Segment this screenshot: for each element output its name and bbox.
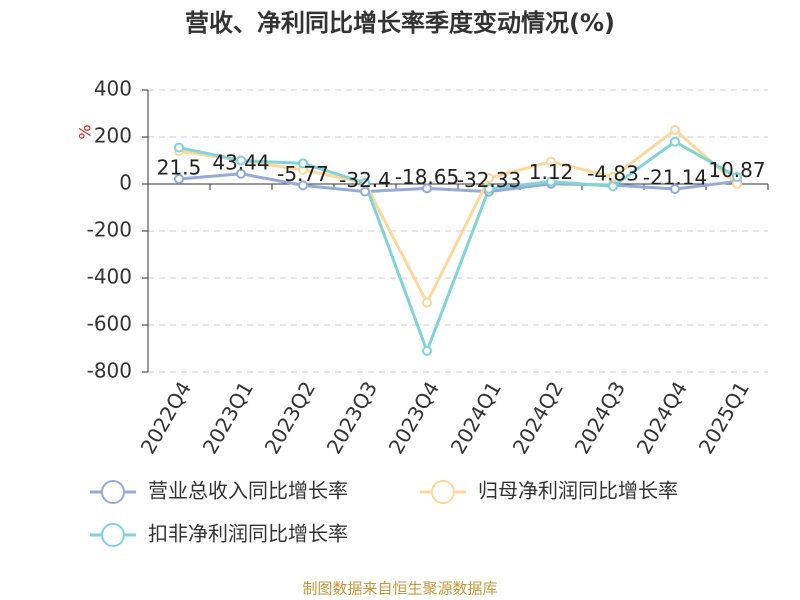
legend-label: 归母净利润同比增长率 xyxy=(478,479,678,503)
series-line xyxy=(178,139,738,356)
x-tick-label: 2023Q2 xyxy=(260,377,320,458)
data-point xyxy=(174,173,184,184)
data-label: 43.44 xyxy=(212,150,269,174)
data-label: 10.87 xyxy=(708,158,765,182)
data-label: -32.4 xyxy=(339,168,391,192)
y-tick-label: 0 xyxy=(119,171,132,195)
x-tick-label: 2023Q3 xyxy=(322,377,382,458)
y-tick-label: 400 xyxy=(94,77,132,101)
data-label: 21.5 xyxy=(157,155,202,179)
data-point xyxy=(360,177,370,188)
data-point xyxy=(236,168,246,179)
data-label: -4.83 xyxy=(587,162,639,186)
data-point xyxy=(670,124,680,135)
legend-marker xyxy=(431,480,455,504)
data-label: -5.77 xyxy=(277,162,329,186)
legend-marker xyxy=(101,480,125,504)
x-tick-label: 2024Q1 xyxy=(446,377,506,458)
data-label: -18.65 xyxy=(395,165,459,189)
x-tick-label: 2024Q3 xyxy=(570,377,630,458)
chart-title: 营收、净利同比增长率季度变动情况(%) xyxy=(185,9,615,37)
source-note: 制图数据来自恒生聚源数据库 xyxy=(302,580,497,598)
data-label: -32.33 xyxy=(457,168,521,192)
data-point xyxy=(422,183,432,194)
x-tick-label: 2023Q1 xyxy=(198,377,258,458)
data-point xyxy=(298,180,308,191)
data-label: -21.14 xyxy=(643,165,707,189)
data-point xyxy=(298,158,308,169)
data-point xyxy=(174,142,184,153)
data-point xyxy=(670,136,680,147)
data-point xyxy=(422,345,432,356)
data-point xyxy=(608,181,618,192)
data-point xyxy=(546,176,556,187)
data-point xyxy=(484,183,494,194)
series-line xyxy=(178,172,738,194)
data-point xyxy=(546,156,556,167)
x-tick-label: 2025Q1 xyxy=(694,377,754,458)
x-tick-label: 2022Q4 xyxy=(136,377,196,458)
y-axis-label: % xyxy=(76,124,95,139)
x-tick-label: 2023Q4 xyxy=(384,377,444,458)
y-tick-label: -400 xyxy=(87,265,132,289)
data-point xyxy=(484,173,494,184)
series-line xyxy=(178,128,738,306)
y-tick-label: -600 xyxy=(87,312,132,336)
x-tick-label: 2024Q2 xyxy=(508,377,568,458)
y-tick-label: -200 xyxy=(87,218,132,242)
y-tick-label: -800 xyxy=(87,359,132,383)
data-label: 1.12 xyxy=(529,160,574,184)
legend-label: 营业总收入同比增长率 xyxy=(148,479,348,503)
legend-label: 扣非净利润同比增长率 xyxy=(148,522,348,546)
legend-marker xyxy=(101,523,125,547)
data-point xyxy=(608,171,618,182)
data-point xyxy=(236,155,246,166)
x-tick-label: 2024Q4 xyxy=(632,377,692,458)
data-point xyxy=(732,171,742,182)
data-point xyxy=(670,183,680,194)
y-tick-label: 200 xyxy=(94,124,132,148)
data-point xyxy=(422,297,432,308)
